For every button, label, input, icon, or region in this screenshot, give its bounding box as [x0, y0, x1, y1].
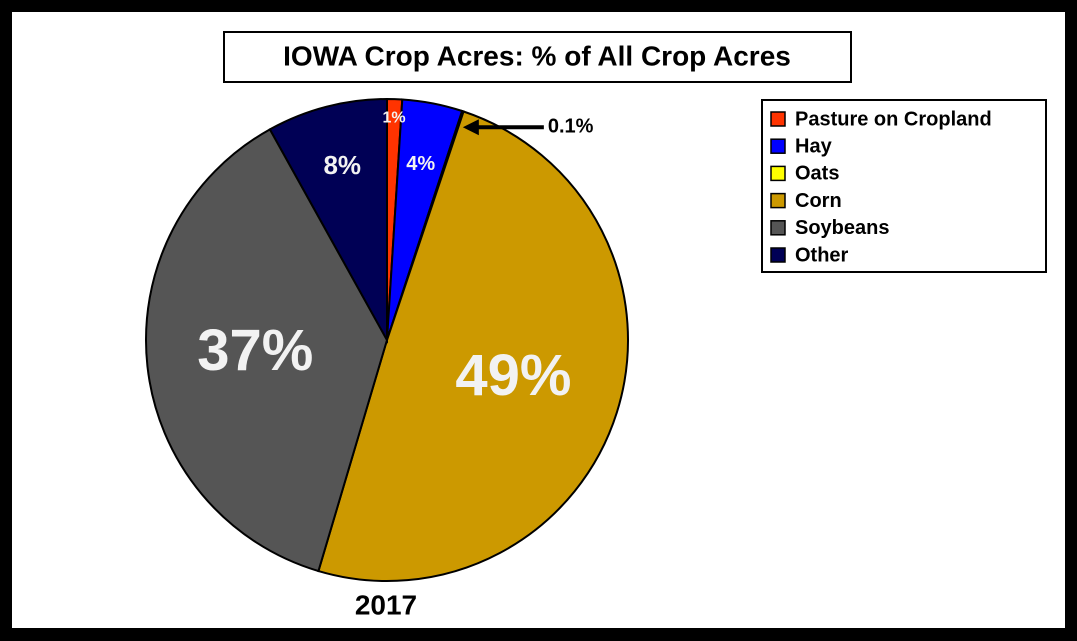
pie-slice: [317, 110, 629, 582]
legend-label: Corn: [795, 190, 842, 212]
legend-label: Other: [795, 244, 849, 266]
legend-label: Pasture on Cropland: [795, 108, 992, 130]
legend-label: Oats: [795, 163, 839, 185]
legend-swatch: [770, 138, 786, 154]
legend-swatch: [770, 165, 786, 182]
data-label: 0.1%: [548, 116, 594, 138]
legend-label: Soybeans: [795, 217, 889, 239]
pie-slice: [145, 127, 389, 573]
title-box: [223, 31, 852, 83]
annotation-arrowhead: [462, 119, 479, 136]
legend-swatch: [770, 111, 786, 127]
legend-box: [761, 99, 1047, 273]
legend-swatch: [770, 220, 786, 236]
chart-subtitle: 2017: [355, 589, 417, 620]
legend-label: Hay: [795, 135, 833, 157]
chart-title: IOWA Crop Acres: % of All Crop Acres: [283, 40, 791, 71]
pie-slice: [268, 97, 388, 344]
legend-swatch: [770, 247, 786, 263]
data-label: 1%: [382, 110, 405, 127]
data-label: 37%: [197, 318, 313, 383]
legend-swatch: [770, 192, 786, 209]
data-label: 49%: [455, 343, 571, 408]
data-label: 4%: [406, 153, 435, 175]
data-label: 8%: [323, 150, 361, 180]
